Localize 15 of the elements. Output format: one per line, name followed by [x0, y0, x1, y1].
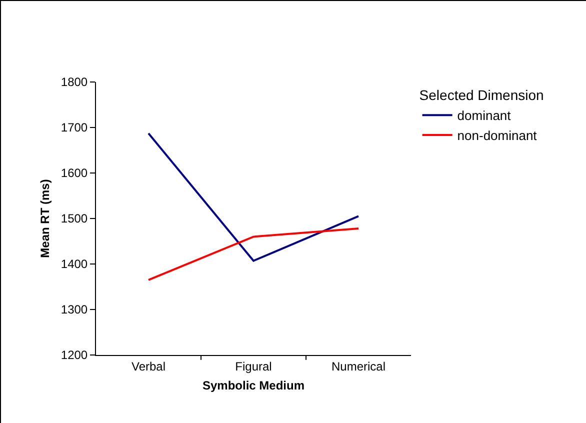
y-tick-label: 1400 [60, 257, 88, 272]
x-tick-label: Figural [235, 359, 272, 374]
y-tick-label: 1600 [60, 166, 88, 180]
y-axis-title: Mean RT (ms) [38, 179, 52, 258]
x-tick-label: Verbal [131, 359, 166, 374]
y-tick-label: 1500 [60, 212, 88, 226]
y-tick-label: 1200 [60, 348, 88, 362]
y-tick-label: 1300 [60, 302, 88, 317]
y-tick-label: 1700 [60, 120, 88, 135]
legend-label: non-dominant [457, 128, 538, 144]
x-tick-label: Numerical [331, 359, 386, 374]
legend-label: dominant [457, 108, 512, 124]
y-tick-label: 1800 [60, 75, 88, 90]
x-axis-title: Symbolic Medium [202, 378, 305, 392]
legend-title: Selected Dimension [419, 87, 544, 104]
